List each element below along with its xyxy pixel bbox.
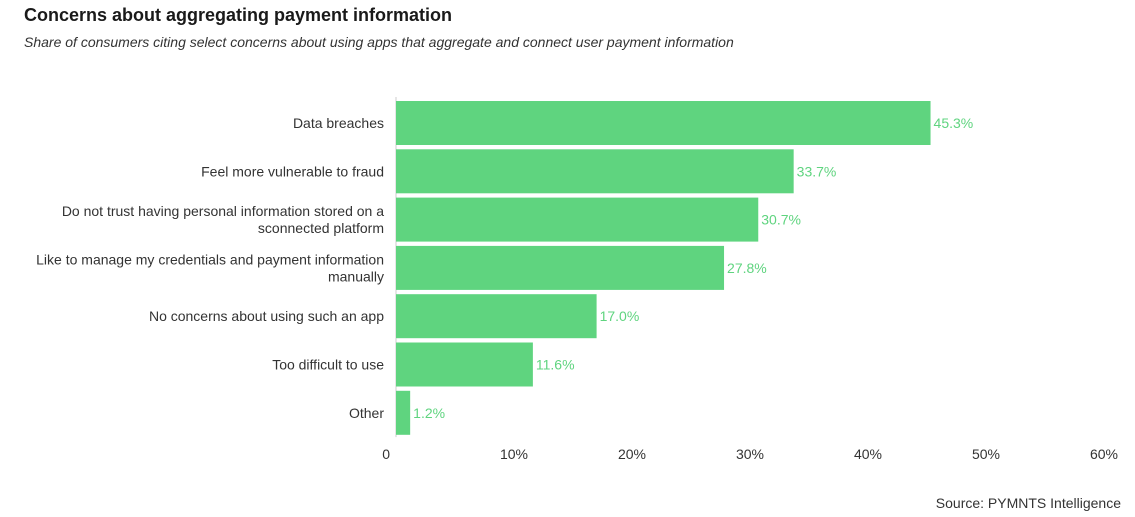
category-label: Too difficult to use	[272, 357, 384, 373]
x-tick-label: 40%	[854, 446, 882, 462]
category-label: No concerns about using such an app	[149, 308, 384, 324]
bar	[396, 390, 411, 435]
bar	[396, 149, 794, 194]
chart-title: Concerns about aggregating payment infor…	[24, 5, 453, 25]
category-label: manually	[328, 268, 384, 284]
data-label: 1.2%	[413, 405, 445, 421]
data-label: 30.7%	[761, 212, 801, 228]
category-label: Do not trust having personal information…	[62, 203, 384, 219]
category-label: Other	[349, 405, 384, 421]
data-label: 33.7%	[797, 163, 837, 179]
data-label: 45.3%	[934, 115, 974, 131]
category-label: sconnected platform	[258, 220, 384, 236]
x-tick-label: 30%	[736, 446, 764, 462]
x-tick-label: 10%	[500, 446, 528, 462]
x-tick-label: 0	[382, 446, 390, 462]
x-tick-label: 60%	[1090, 446, 1118, 462]
bar	[396, 294, 597, 339]
x-tick-label: 20%	[618, 446, 646, 462]
category-label: Data breaches	[293, 115, 384, 131]
bar	[396, 342, 533, 387]
x-tick-label: 50%	[972, 446, 1000, 462]
data-label: 17.0%	[600, 308, 640, 324]
source-note: Source: PYMNTS Intelligence	[935, 495, 1121, 511]
data-label: 27.8%	[727, 260, 767, 276]
category-label: Like to manage my credentials and paymen…	[36, 251, 384, 267]
bar	[396, 197, 759, 242]
bar	[396, 101, 931, 145]
data-label: 11.6%	[536, 357, 575, 373]
chart-subtitle: Share of consumers citing select concern…	[24, 34, 734, 50]
category-label: Feel more vulnerable to fraud	[201, 163, 384, 179]
bar	[396, 245, 725, 290]
